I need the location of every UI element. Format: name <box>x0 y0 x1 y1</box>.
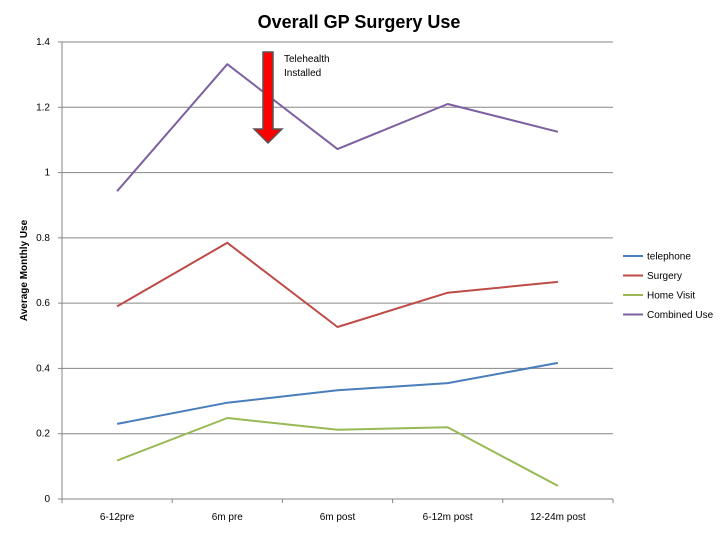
y-tick-label: 0.2 <box>36 429 50 440</box>
x-tick-label: 6-12pre <box>100 512 135 523</box>
series-line <box>116 361 559 425</box>
legend-label: Combined Use <box>647 310 714 321</box>
series-line <box>116 241 558 328</box>
annotation-arrow <box>252 51 284 145</box>
y-tick-label: 1.2 <box>36 102 50 113</box>
legend-label: Home Visit <box>647 291 695 302</box>
series-line <box>116 417 559 487</box>
y-tick-label: 1 <box>44 168 50 179</box>
y-tick-label: 0 <box>44 494 50 505</box>
x-tick-label: 6m post <box>320 512 356 523</box>
y-tick-label: 0.6 <box>36 298 50 309</box>
legend-label: Surgery <box>647 271 682 282</box>
y-tick-label: 0.4 <box>36 363 50 374</box>
x-tick-label: 6m pre <box>212 512 244 523</box>
y-axis-title: Average Monthly Use <box>19 219 30 321</box>
annotation-text: Telehealth <box>284 54 330 65</box>
series-line <box>116 63 559 192</box>
chart-title: Overall GP Surgery Use <box>258 12 461 32</box>
annotation-text: Installed <box>284 68 321 79</box>
y-tick-label: 1.4 <box>36 37 50 48</box>
y-tick-label: 0.8 <box>36 233 50 244</box>
legend-label: telephone <box>647 252 691 263</box>
x-tick-label: 12-24m post <box>530 512 586 523</box>
x-tick-label: 6-12m post <box>423 512 473 523</box>
